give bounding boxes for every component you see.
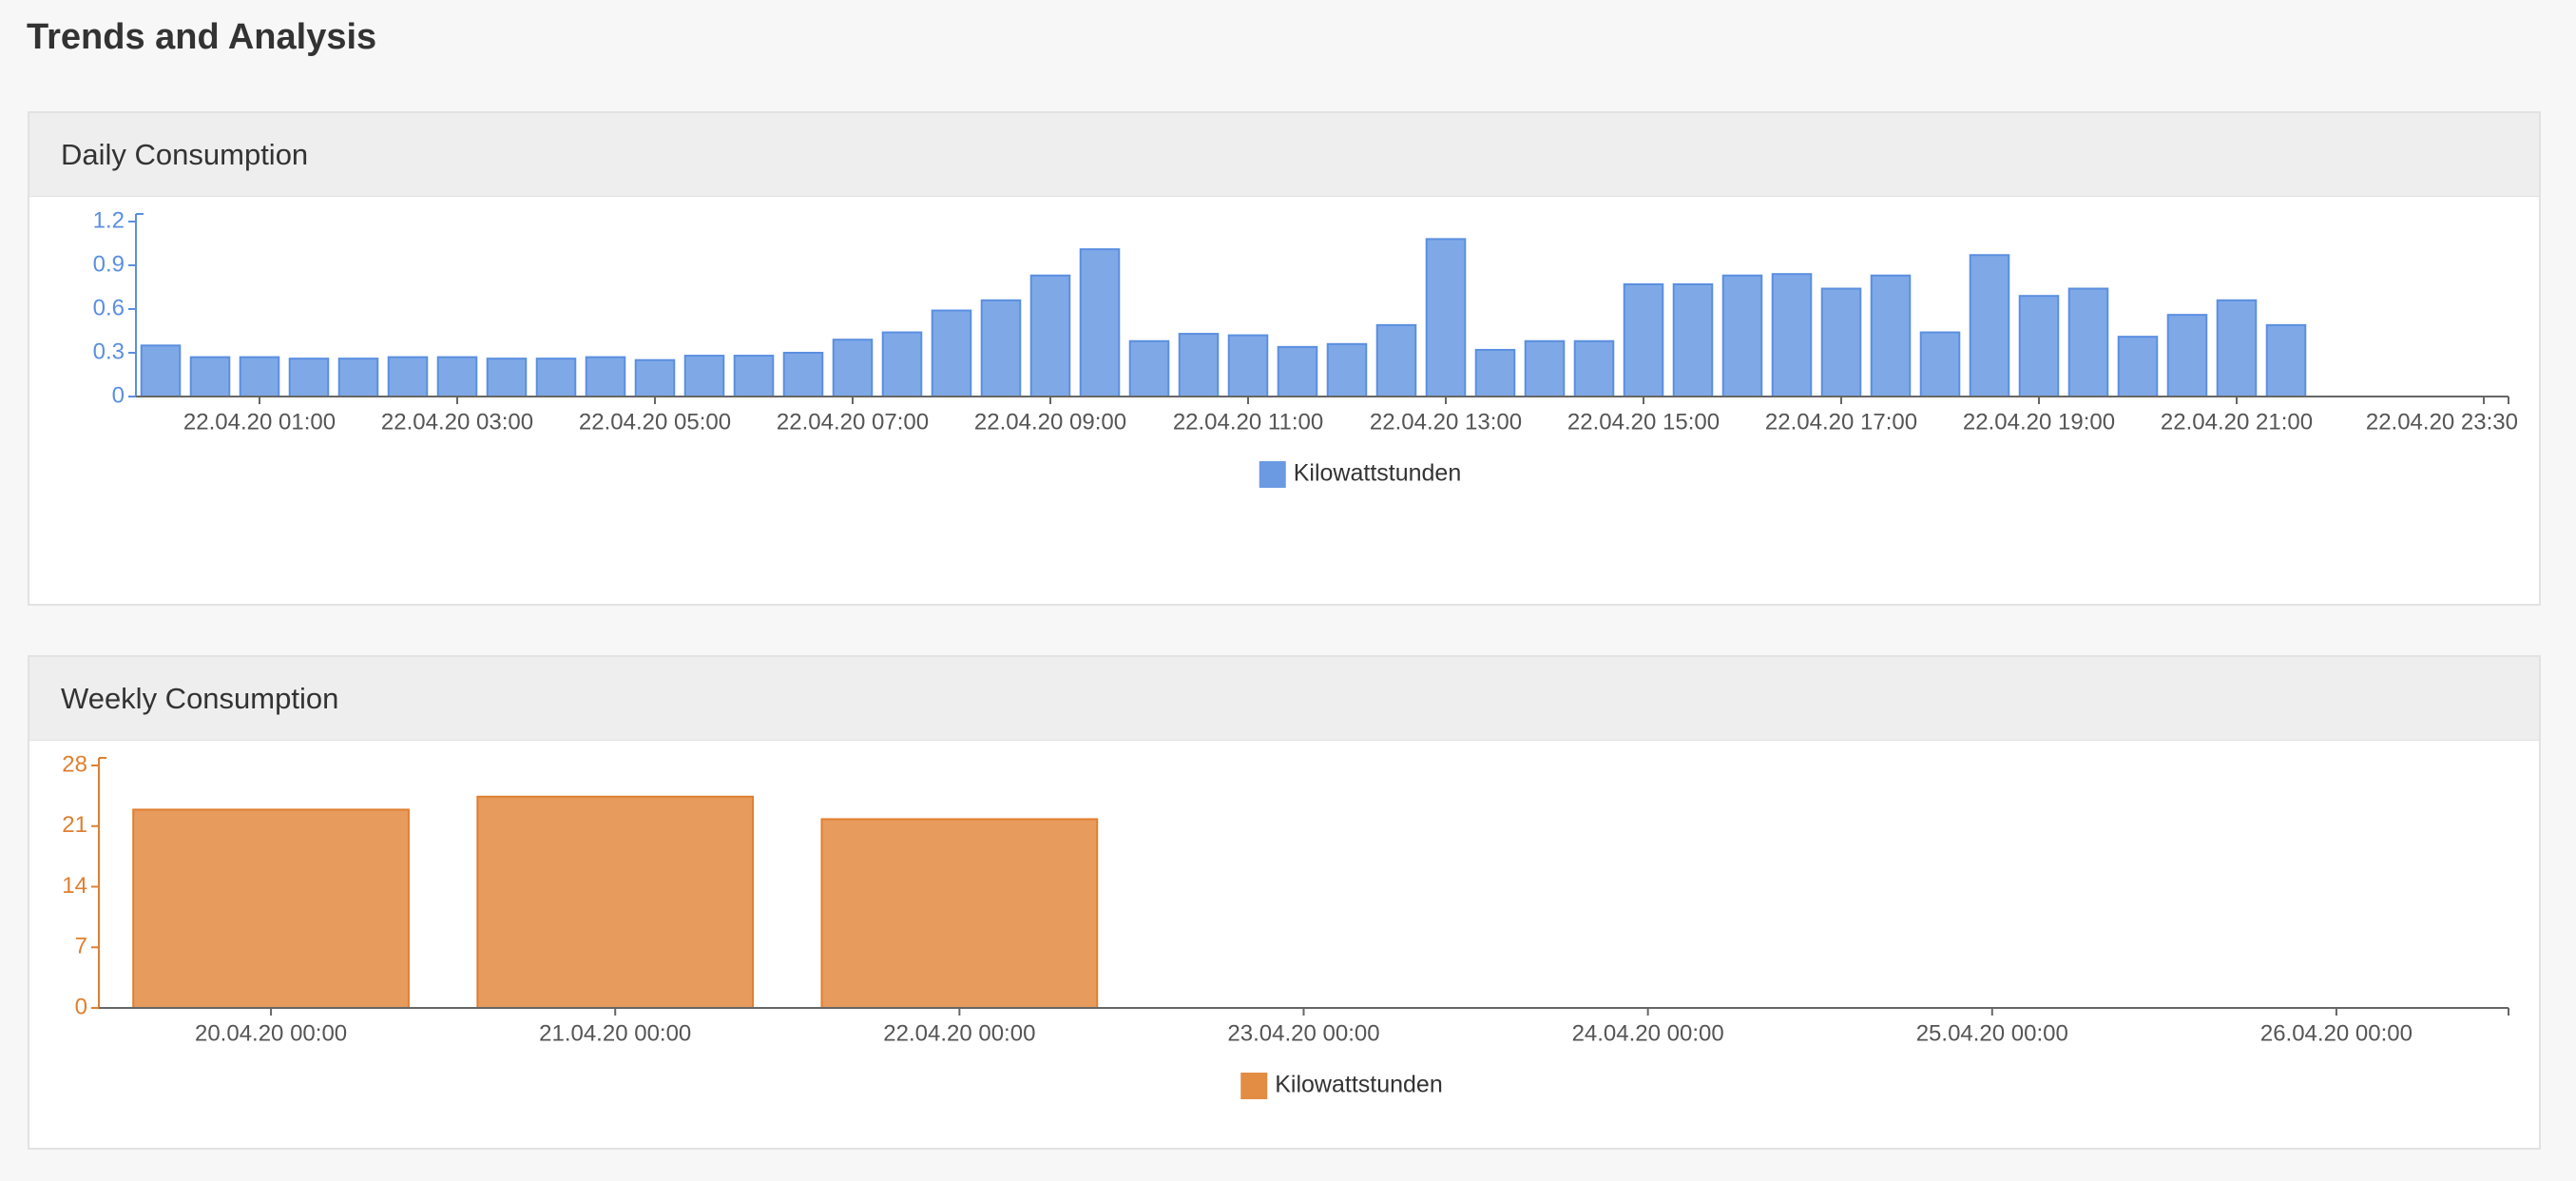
bar [1969,254,2010,398]
y-tick-label: 0.6 [93,295,125,320]
bar [1128,339,1170,398]
bar [2018,295,2060,397]
y-tick-label: 14 [62,873,87,899]
x-tick-label: 22.04.20 17:00 [1765,409,1917,435]
bar [585,356,626,398]
y-tick-label: 7 [75,934,87,959]
bar [1524,339,1566,398]
bar [1425,238,1467,398]
bar [931,309,972,397]
bar [132,808,410,1009]
panel: Daily Consumption 0 0.3 0.6 0.9 1.2 22.04.20 … [28,111,2541,606]
x-tick-label: 22.04.20 01:00 [183,409,336,435]
bar [1919,331,1961,398]
bar [337,358,379,397]
legend-label: Kilowattstunden [1275,1072,1443,1098]
x-tick-label: 22.04.20 03:00 [381,409,533,435]
bar [1375,323,1417,397]
bar [535,358,577,397]
bar [486,358,528,397]
x-tick-label: 22.04.20 07:00 [777,409,929,435]
bar [1474,348,1516,397]
y-tick-label: 1.2 [93,207,125,233]
y-tick-label: 0 [112,382,125,408]
bar [1227,334,1269,398]
bar [980,299,1022,397]
y-tick-label: 28 [62,751,87,777]
bar [820,818,1099,1010]
bar [782,352,824,397]
x-tick-label: 22.04.20 15:00 [1567,409,1720,435]
bar [387,356,429,398]
bar [2067,287,2109,397]
y-tick-label: 0 [75,994,87,1019]
bar [1029,274,1071,397]
bar [1079,248,1121,398]
bar [239,356,280,398]
panel: Weekly Consumption 0 7 14 21 28 20.04.20 00:0… [28,655,2541,1150]
bar [1771,273,1813,397]
x-tick-label: 22.04.20 00:00 [883,1020,1035,1046]
x-tick-label: 20.04.20 00:00 [195,1020,347,1046]
bar [476,795,755,1009]
bar [1573,339,1615,398]
bar [1326,342,1368,398]
bar [733,355,775,397]
y-tick-label: 21 [62,812,87,838]
x-tick-label: 22.04.20 09:00 [974,409,1126,435]
bar [1178,333,1220,397]
x-tick-label: 25.04.20 00:00 [1916,1020,2068,1046]
legend-label: Kilowattstunden [1294,460,1462,487]
bar [189,356,231,398]
bar [2166,314,2208,397]
y-tick-label: 0.3 [93,339,125,364]
bar [1623,282,1664,397]
chart: 0 7 14 21 28 20.04.20 00:00 21.04.20 00:00 22.0… [62,751,2509,1099]
x-tick-label: 23.04.20 00:00 [1227,1020,1379,1046]
y-tick-label: 0.9 [93,251,125,277]
x-tick-label: 22.04.20 19:00 [1963,409,2115,435]
panel-title: Daily Consumption [29,113,2539,197]
bar [1672,282,1714,397]
legend-swatch [1259,461,1286,488]
x-tick-label: 22.04.20 13:00 [1370,409,1522,435]
x-tick-label: 26.04.20 00:00 [2260,1020,2413,1046]
bar [436,356,478,398]
chart: 0 0.3 0.6 0.9 1.2 22.04.20 01:00 22.04.20 03:0… [93,207,2518,488]
bar [1870,274,1912,397]
bar [2265,323,2307,397]
legend-swatch [1240,1073,1268,1099]
bar [2117,336,2159,397]
bar [832,339,874,397]
bar [634,358,676,398]
panel-title: Weekly Consumption [29,657,2539,741]
x-tick-label: 22.04.20 11:00 [1173,409,1323,435]
bar [1820,287,1862,397]
x-tick-label: 22.04.20 23:30 [2366,409,2518,435]
bar [881,331,923,398]
bar [1721,274,1763,397]
page-title: Trends and Analysis [27,17,377,57]
bar [683,355,725,397]
bar [288,358,330,397]
bar [2216,299,2258,397]
x-tick-label: 22.04.20 21:00 [2161,409,2313,435]
x-tick-label: 24.04.20 00:00 [1572,1020,1724,1046]
x-tick-label: 21.04.20 00:00 [539,1020,691,1046]
bar [1277,345,1318,398]
x-tick-label: 22.04.20 05:00 [579,409,731,435]
bar [140,344,182,397]
